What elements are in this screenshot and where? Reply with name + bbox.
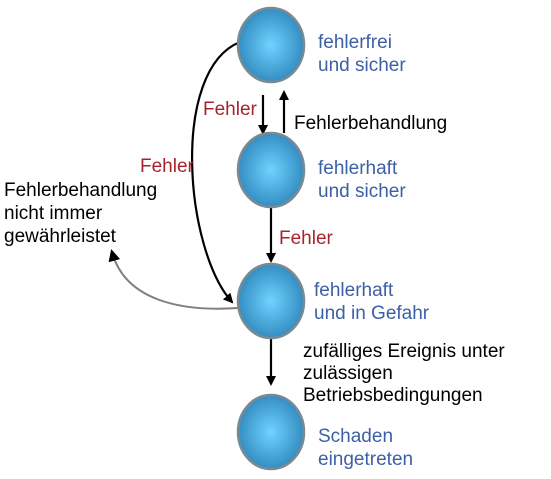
state-label-s1-line1: fehlerfrei (318, 32, 392, 53)
state-node-schaden (236, 393, 306, 471)
transition-label-zufall-line2: zulässigen (303, 363, 393, 384)
transition-label-zufall-line1: zufälliges Ereignis unter (303, 341, 505, 362)
state-label-s1-line2: und sicher (318, 55, 406, 76)
state-label-s3-line2: und in Gefahr (314, 303, 430, 324)
transition-label-fehlerbehandlung: Fehlerbehandlung (294, 113, 447, 134)
note-fehlerbehandlung-line3: gewährleistet (4, 226, 117, 247)
state-label-s2-line1: fehlerhaft (318, 158, 398, 179)
state-node-fehlerfrei (236, 6, 306, 84)
transition-label-fehler-s1-s2: Fehler (203, 99, 258, 120)
arrow-s3-to-outside (108, 249, 239, 310)
state-label-s3-line1: fehlerhaft (314, 280, 394, 301)
state-label-s4-line1: Schaden (318, 426, 393, 447)
state-label-s4-line2: eingetreten (318, 449, 413, 470)
transition-label-fehler-s1-s3: Fehler (140, 156, 195, 177)
transition-label-fehler-s2-s3: Fehler (279, 228, 334, 249)
state-label-s2-line2: und sicher (318, 181, 406, 202)
state-node-fehlerhaft-sicher (236, 131, 306, 209)
arrow-s1-to-s3 (191, 40, 241, 304)
note-fehlerbehandlung-line1: Fehlerbehandlung (4, 180, 157, 201)
transition-label-zufall-line3: Betriebsbedingungen (303, 385, 483, 406)
note-fehlerbehandlung-line2: nicht immer (4, 203, 103, 224)
state-node-fehlerhaft-gefahr (236, 262, 306, 340)
